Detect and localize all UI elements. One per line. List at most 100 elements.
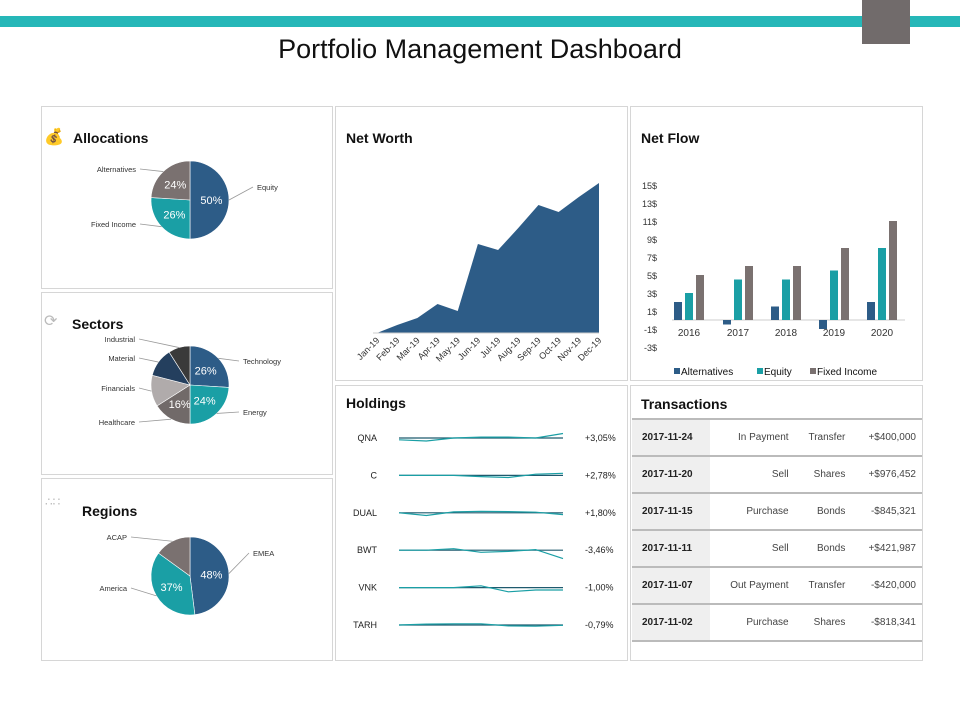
net-flow-x-tick: 2018	[775, 328, 798, 339]
net-flow-bar-equity	[685, 293, 693, 320]
legend-swatch	[674, 368, 680, 374]
holding-ticker: C	[371, 470, 378, 480]
allocations-leader-line	[139, 168, 164, 172]
holding-ticker: QNA	[357, 433, 377, 443]
transaction-type: In Payment	[710, 418, 795, 457]
transaction-asset: Bonds	[794, 493, 852, 531]
legend-swatch	[757, 368, 763, 374]
transaction-asset: Shares	[794, 604, 852, 642]
net-flow-x-tick: 2017	[727, 328, 750, 339]
holding-change: +3,05%	[585, 433, 616, 443]
net-flow-bar-alternatives	[771, 306, 779, 320]
transaction-date: 2017-11-02	[632, 604, 710, 642]
transaction-amount: -$420,000	[851, 567, 922, 605]
net-flow-bar-alternatives	[819, 320, 827, 329]
net-flow-y-tick: 11$	[643, 217, 657, 227]
sectors-slice-percent: 26%	[195, 365, 217, 377]
transaction-type: Purchase	[710, 604, 795, 642]
legend-swatch	[810, 368, 816, 374]
transaction-date: 2017-11-07	[632, 567, 710, 605]
top-accent-bar	[0, 16, 960, 27]
regions-slice-percent: 48%	[200, 570, 222, 582]
sectors-slice	[168, 345, 191, 387]
holding-sparkline	[399, 472, 564, 479]
net-flow-bar-fixed-income	[841, 248, 849, 320]
transaction-asset: Transfer	[794, 567, 852, 605]
holding-ticker: TARH	[353, 620, 377, 630]
regions-slice-label: EMEA	[253, 549, 274, 558]
regions-slice-label: ACAP	[107, 533, 127, 542]
net-flow-bar-equity	[782, 279, 790, 320]
net-flow-bar-equity	[878, 248, 886, 320]
transaction-asset: Transfer	[794, 418, 852, 457]
transaction-row: 2017-11-02 Purchase Shares -$818,341	[632, 604, 922, 642]
regions-leader-line	[130, 587, 157, 597]
transaction-row: 2017-11-20 Sell Shares +$976,452	[632, 456, 922, 494]
transaction-date: 2017-11-24	[632, 418, 710, 457]
net-worth-x-tick: Jun-19	[456, 335, 483, 362]
net-flow-y-tick: 7$	[647, 253, 657, 263]
regions-leader-line	[130, 536, 173, 542]
holding-sparkline	[399, 548, 564, 560]
holding-sparkline	[398, 510, 564, 517]
transactions-table: 2017-11-24 In Payment Transfer +$400,000 201…	[632, 418, 922, 642]
net-flow-bar-alternatives	[867, 302, 875, 320]
allocations-leader-line	[228, 186, 254, 201]
holding-change: +1,80%	[585, 508, 616, 518]
holding-ticker: DUAL	[353, 508, 377, 518]
allocations-slice-label: Equity	[257, 183, 278, 192]
allocations-title: Allocations	[73, 130, 149, 146]
net-flow-panel: Net Flow	[630, 106, 923, 381]
transaction-type: Purchase	[710, 493, 795, 531]
holdings-title: Holdings	[346, 395, 406, 411]
transaction-row: 2017-11-11 Sell Bonds +$421,987	[632, 530, 922, 568]
transaction-asset: Shares	[794, 456, 852, 494]
transaction-row: 2017-11-07 Out Payment Transfer -$420,000	[632, 567, 922, 605]
net-flow-bar-fixed-income	[696, 275, 704, 320]
net-flow-x-tick: 2020	[871, 328, 894, 339]
sectors-leader-line	[138, 418, 172, 423]
cycle-coins-icon: ⟳	[44, 313, 58, 330]
allocations-slice	[150, 197, 191, 240]
holding-change: -0,79%	[585, 620, 614, 630]
page-title: Portfolio Management Dashboard	[278, 34, 682, 64]
net-flow-x-tick: 2019	[823, 328, 846, 339]
transaction-amount: -$818,341	[851, 604, 922, 642]
transaction-amount: -$845,321	[851, 493, 922, 531]
net-flow-y-tick: -1$	[644, 325, 657, 335]
transaction-asset: Bonds	[794, 530, 852, 568]
sectors-slice-percent: 24%	[194, 396, 216, 408]
sectors-slice-label: Financials	[101, 384, 135, 393]
allocations-slice-percent: 26%	[163, 210, 185, 222]
allocations-slice-percent: 24%	[164, 179, 186, 191]
legend-label: Alternatives	[681, 367, 733, 378]
world-map-icon: ∴∷	[45, 495, 61, 509]
sectors-slice-label: Energy	[243, 408, 267, 417]
regions-title: Regions	[82, 503, 138, 519]
transaction-row: 2017-11-24 In Payment Transfer +$400,000	[632, 418, 922, 457]
transaction-date: 2017-11-11	[632, 530, 710, 568]
allocations-slice-label: Alternatives	[97, 165, 136, 174]
sectors-slice-label: Healthcare	[99, 418, 135, 427]
transaction-row: 2017-11-15 Purchase Bonds -$845,321	[632, 493, 922, 531]
transaction-type: Out Payment	[710, 567, 795, 605]
net-flow-y-tick: 13$	[642, 199, 657, 209]
sectors-leader-line	[218, 357, 240, 362]
transactions-title: Transactions	[641, 396, 728, 412]
regions-slice-label: America	[99, 584, 127, 593]
net-worth-area	[377, 183, 599, 333]
net-flow-bar-fixed-income	[745, 266, 753, 320]
legend-label: Equity	[764, 367, 792, 378]
holding-ticker: BWT	[357, 545, 377, 555]
net-flow-bar-fixed-income	[793, 266, 801, 320]
sectors-slice	[189, 384, 230, 425]
sectors-leader-line	[138, 338, 180, 348]
net-flow-bar-fixed-income	[889, 221, 897, 320]
sectors-slice	[189, 345, 230, 388]
net-flow-y-tick: 5$	[647, 271, 657, 281]
net-flow-x-tick: 2016	[678, 328, 701, 339]
sectors-title: Sectors	[72, 316, 124, 332]
corner-block	[862, 0, 910, 44]
holding-sparkline	[399, 585, 563, 593]
